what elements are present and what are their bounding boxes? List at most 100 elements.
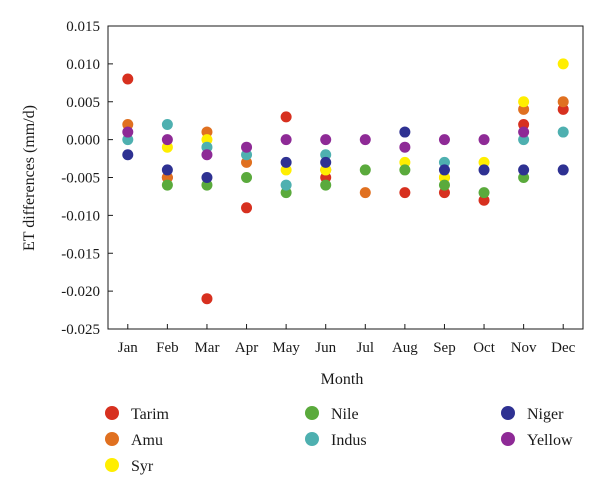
points-layer xyxy=(122,58,569,305)
data-point-niger-feb xyxy=(161,164,173,176)
x-tick-label: Nov xyxy=(511,340,537,356)
legend-label-tarim: Tarim xyxy=(131,406,170,423)
y-tick-label: -0.015 xyxy=(61,246,100,262)
data-point-syr-oct xyxy=(478,156,490,168)
x-tick-label: Mar xyxy=(194,340,219,356)
data-point-nile-jun xyxy=(320,179,332,191)
data-point-amu-mar xyxy=(201,126,213,138)
data-point-nile-jul xyxy=(359,164,371,176)
data-point-amu-feb xyxy=(161,172,173,183)
x-tick-label: Aug xyxy=(392,340,418,356)
data-point-indus-apr xyxy=(241,149,253,161)
data-point-tarim-aug xyxy=(399,187,411,199)
data-point-yellow-feb xyxy=(161,134,173,146)
x-tick-label: Jan xyxy=(118,340,138,356)
data-point-syr-sep xyxy=(438,172,450,183)
legend-label-syr: Syr xyxy=(131,458,154,475)
data-point-indus-feb xyxy=(161,118,173,130)
y-tick-label: 0.010 xyxy=(66,57,100,73)
data-point-niger-dec xyxy=(557,164,569,176)
data-point-tarim-mar xyxy=(201,293,213,305)
data-point-tarim-nov xyxy=(518,118,530,130)
data-point-amu-jan xyxy=(122,118,134,130)
y-tick-label: 0.005 xyxy=(66,95,100,111)
data-point-nile-feb xyxy=(161,179,173,191)
data-point-yellow-oct xyxy=(478,134,490,146)
data-point-nile-aug xyxy=(399,164,411,176)
data-point-niger-jan xyxy=(122,149,134,161)
data-point-indus-may xyxy=(280,179,292,191)
data-point-indus-nov xyxy=(518,134,530,146)
data-point-yellow-apr xyxy=(241,141,253,153)
data-point-niger-may xyxy=(280,156,292,168)
data-point-indus-mar xyxy=(201,141,213,153)
legend-marker-tarim xyxy=(105,406,119,420)
x-tick-label: Oct xyxy=(473,340,495,356)
data-point-tarim-jun xyxy=(320,172,332,183)
data-point-tarim-jan xyxy=(122,73,134,85)
data-point-yellow-aug xyxy=(399,141,411,153)
plot-frame xyxy=(107,25,584,330)
data-point-yellow-mar xyxy=(201,149,213,161)
data-point-yellow-jan xyxy=(122,126,134,138)
x-tick-label: Feb xyxy=(156,340,179,356)
legend-label-yellow: Yellow xyxy=(527,432,573,449)
data-point-indus-jun xyxy=(320,149,332,161)
y-tick-label: -0.025 xyxy=(61,322,100,338)
legend-marker-nile xyxy=(305,406,319,420)
y-tick-label: -0.020 xyxy=(61,284,100,300)
legend-label-indus: Indus xyxy=(331,432,367,449)
data-point-tarim-dec xyxy=(557,103,569,115)
data-point-tarim-oct xyxy=(478,194,490,206)
data-point-niger-jun xyxy=(320,156,332,168)
data-point-nile-apr xyxy=(241,172,253,183)
y-tick-label: 0.015 xyxy=(66,19,100,35)
data-point-yellow-jun xyxy=(320,134,332,146)
legend-label-nile: Nile xyxy=(331,406,359,423)
data-point-indus-sep xyxy=(438,156,450,168)
data-point-amu-apr xyxy=(241,156,253,168)
data-point-syr-mar xyxy=(201,134,213,146)
legend-marker-syr xyxy=(105,458,119,472)
y-tick-label: 0.000 xyxy=(66,133,100,149)
data-point-niger-oct xyxy=(478,164,490,176)
legend-label-amu: Amu xyxy=(131,432,163,449)
data-point-syr-jun xyxy=(320,164,332,176)
data-point-amu-dec xyxy=(557,96,569,108)
data-point-yellow-sep xyxy=(438,134,450,146)
data-point-indus-dec xyxy=(557,126,569,138)
data-point-syr-feb xyxy=(161,141,173,153)
legend-marker-amu xyxy=(105,432,119,446)
data-point-niger-mar xyxy=(201,172,213,183)
data-point-tarim-may xyxy=(280,111,292,123)
x-tick-label: Sep xyxy=(433,340,456,356)
data-point-indus-jan xyxy=(122,134,134,146)
data-point-nile-sep xyxy=(438,179,450,191)
data-point-nile-oct xyxy=(478,187,490,199)
data-point-syr-aug xyxy=(399,156,411,168)
data-point-syr-nov xyxy=(518,96,530,108)
legend-marker-yellow xyxy=(501,432,515,446)
legend: Tarim Amu Syr Nile Indus Niger Yellow xyxy=(105,406,573,475)
legend-marker-indus xyxy=(305,432,319,446)
x-tick-label: May xyxy=(272,340,300,356)
y-tick-label: -0.005 xyxy=(61,171,100,187)
x-axis-title: Month xyxy=(321,371,364,388)
data-point-niger-sep xyxy=(438,164,450,176)
legend-label-niger: Niger xyxy=(527,406,564,423)
y-axis-title: ET differences (mm/d) xyxy=(21,105,38,251)
data-point-syr-dec xyxy=(557,58,569,70)
data-point-nile-mar xyxy=(201,179,213,191)
data-point-syr-may xyxy=(280,164,292,176)
data-point-tarim-sep xyxy=(438,187,450,199)
data-point-amu-nov xyxy=(518,103,530,115)
data-point-tarim-apr xyxy=(241,202,253,214)
data-point-nile-nov xyxy=(518,172,530,183)
data-point-niger-aug xyxy=(399,126,411,138)
y-tick-label: -0.010 xyxy=(61,208,100,224)
x-tick-label: Apr xyxy=(235,340,258,356)
x-tick-label: Jun xyxy=(315,340,336,356)
x-tick-label: Dec xyxy=(551,340,575,356)
x-tick-label: Jul xyxy=(357,340,375,356)
